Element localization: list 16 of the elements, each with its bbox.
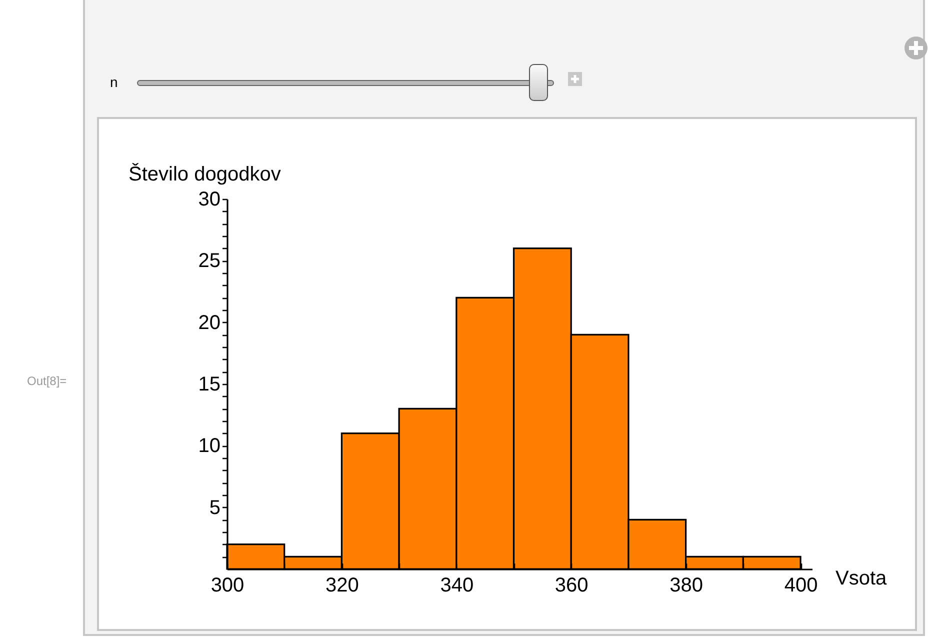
y-axis-title: Število dogodkov: [128, 162, 281, 186]
x-axis-title: Vsota: [836, 568, 888, 590]
y-tick-label: 30: [198, 188, 220, 210]
x-tick-label: 360: [554, 574, 588, 596]
y-tick-label: 5: [209, 496, 220, 519]
x-tick-label: 340: [440, 574, 474, 596]
x-tick-label: 320: [326, 574, 359, 596]
text: Out[8]=: [27, 374, 67, 388]
y-tick-label: 25: [198, 250, 220, 272]
y-tick-label: 15: [198, 374, 220, 396]
x-tick-label: 400: [784, 574, 818, 596]
x-tick-label: 300: [210, 574, 244, 596]
y-tick-label: 10: [198, 435, 220, 458]
x-tick-label: 380: [670, 574, 704, 596]
y-tick-label: 20: [198, 312, 220, 334]
text: n: [110, 74, 118, 90]
